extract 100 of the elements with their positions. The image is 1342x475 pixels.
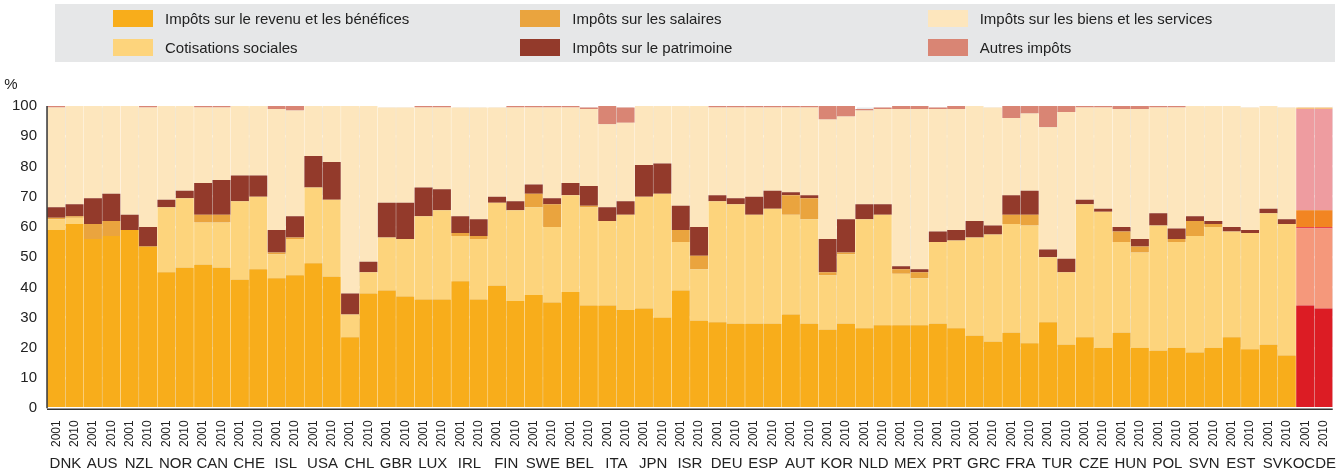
- x-tick-label: 2001: [1003, 419, 1018, 448]
- text: ITA: [605, 453, 628, 471]
- text: ESP: [748, 453, 779, 471]
- x-tick-label: 2010: [360, 419, 375, 448]
- y-tick-label: 10: [20, 368, 38, 386]
- y-tick-label: 30: [20, 307, 38, 325]
- x-tick-label: 2010: [1205, 419, 1220, 448]
- legend-label: Impôts sur les biens et les services: [979, 10, 1213, 27]
- x-tick-label: 2001: [783, 419, 798, 448]
- text: FIN: [494, 453, 519, 471]
- text: CHL: [344, 453, 375, 471]
- text: SVN: [1188, 453, 1220, 471]
- x-tick-label: 2001: [1113, 419, 1128, 448]
- x-tick-label: 2001: [636, 419, 651, 448]
- x-tick-label: 2010: [140, 419, 155, 448]
- x-tick-label: 2010: [911, 419, 926, 448]
- text: BEL: [565, 453, 594, 471]
- x-tick-label: 2010: [177, 419, 192, 448]
- x-tick-label: 2010: [397, 419, 412, 448]
- text: AUT: [785, 453, 816, 471]
- text: JPN: [638, 453, 668, 471]
- x-tick-label: 2001: [452, 419, 467, 448]
- x-tick-label: 2001: [158, 419, 173, 448]
- x-tick-label: 2001: [305, 419, 320, 448]
- y-tick-label: 40: [20, 277, 38, 295]
- x-tick-label: 2010: [544, 419, 559, 448]
- x-tick-label: 2001: [930, 419, 945, 448]
- x-tick-label: 2010: [213, 419, 228, 448]
- text: NZL: [124, 453, 154, 471]
- x-tick-label: 2010: [838, 419, 853, 448]
- text: KOR: [820, 453, 854, 471]
- x-tick-label: 2001: [342, 419, 357, 448]
- legend-label: Impôts sur le revenu et les bénéfices: [165, 10, 410, 27]
- y-tick-label: 0: [28, 398, 38, 416]
- y-tick-label: 90: [20, 126, 38, 144]
- x-tick-label: 2001: [709, 419, 724, 448]
- text: GRC: [967, 453, 1001, 471]
- x-tick-label: 2010: [1168, 419, 1183, 448]
- text: SVK: [1262, 453, 1293, 471]
- y-tick-label: 20: [20, 337, 38, 355]
- text: AUS: [86, 453, 118, 471]
- text: CZE: [1078, 453, 1109, 471]
- x-tick-label: 2001: [673, 419, 688, 448]
- x-tick-label: 2001: [526, 419, 541, 448]
- x-tick-label: 2010: [250, 419, 265, 448]
- text: FRA: [1005, 453, 1036, 471]
- x-tick-label: 2001: [1150, 419, 1165, 448]
- text: DNK: [49, 453, 82, 471]
- text: CAN: [196, 453, 229, 471]
- x-tick-label: 2010: [1132, 419, 1147, 448]
- x-tick-label: 2010: [434, 419, 449, 448]
- text: NOR: [158, 453, 193, 471]
- y-tick-label: 100: [12, 96, 38, 114]
- text: USA: [307, 453, 338, 471]
- x-tick-label: 2001: [893, 419, 908, 448]
- x-tick-label: 2010: [1279, 419, 1294, 448]
- text: DEU: [710, 453, 743, 471]
- x-tick-label: 2010: [66, 419, 81, 448]
- text: EST: [1226, 453, 1256, 471]
- text: HUN: [1114, 453, 1147, 471]
- x-tick-label: 2001: [966, 419, 981, 448]
- y-tick-label: 80: [20, 156, 38, 174]
- text: SWE: [525, 453, 561, 471]
- y-tick-label: 50: [20, 247, 38, 265]
- x-tick-label: 2001: [1297, 419, 1312, 448]
- text: GBR: [379, 453, 413, 471]
- x-tick-label: 2010: [103, 419, 118, 448]
- x-tick-label: 2010: [654, 419, 669, 448]
- text: POL: [1152, 453, 1183, 471]
- x-tick-label: 2010: [1242, 419, 1257, 448]
- x-tick-label: 2001: [599, 419, 614, 448]
- x-tick-label: 2001: [232, 419, 247, 448]
- x-tick-label: 2010: [1058, 419, 1073, 448]
- legend-label: Autres impôts: [979, 39, 1072, 56]
- text: NLD: [858, 453, 889, 471]
- x-tick-label: 2010: [764, 419, 779, 448]
- x-tick-label: 2010: [948, 419, 963, 448]
- x-tick-label: 2001: [856, 419, 871, 448]
- y-axis-title: %: [4, 74, 18, 92]
- x-tick-label: 2010: [985, 419, 1000, 448]
- x-tick-label: 2010: [581, 419, 596, 448]
- x-tick-label: 2001: [1224, 419, 1239, 448]
- text: CHE: [233, 453, 265, 471]
- x-tick-label: 2001: [1077, 419, 1092, 448]
- text: OCDE: [1292, 453, 1337, 471]
- x-tick-label: 2010: [287, 419, 302, 448]
- x-tick-label: 2001: [746, 419, 761, 448]
- text: MEX: [894, 453, 927, 471]
- x-tick-label: 2001: [819, 419, 834, 448]
- x-tick-label: 2010: [728, 419, 743, 448]
- x-tick-label: 2001: [562, 419, 577, 448]
- x-tick-label: 2001: [195, 419, 210, 448]
- legend-label: Impôts sur le patrimoine: [572, 39, 733, 56]
- text: TUR: [1041, 453, 1073, 471]
- text: IRL: [457, 453, 482, 471]
- text: ISL: [274, 453, 298, 471]
- x-tick-label: 2001: [48, 419, 63, 448]
- x-tick-label: 2010: [1021, 419, 1036, 448]
- x-tick-label: 2010: [470, 419, 485, 448]
- x-tick-label: 2010: [691, 419, 706, 448]
